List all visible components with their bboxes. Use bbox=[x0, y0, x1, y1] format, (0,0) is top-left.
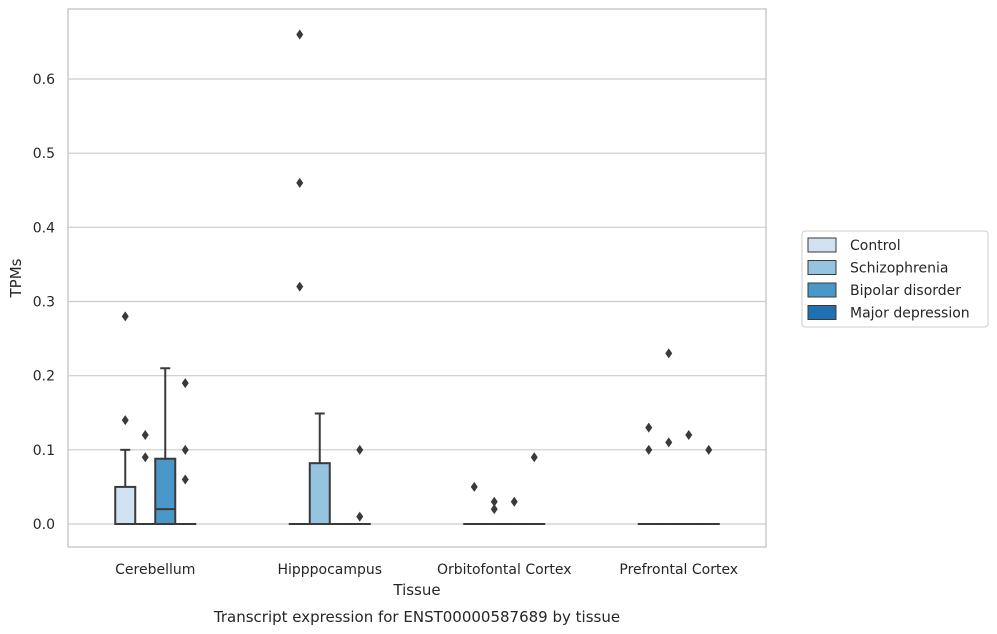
outlier-point bbox=[296, 177, 304, 188]
outlier-point bbox=[141, 452, 149, 463]
x-tick-label: Hipppocampus bbox=[277, 562, 382, 578]
legend: Control Schizophrenia Bipolar disorder Majo… bbox=[801, 230, 989, 328]
legend-label: Schizophrenia bbox=[850, 261, 948, 277]
legend-label: Control bbox=[850, 238, 901, 254]
y-axis-tick-labels: 0.0 0.1 0.2 0.3 0.4 0.5 0.6 bbox=[33, 72, 55, 533]
outlier-point bbox=[296, 29, 304, 40]
outlier-point bbox=[356, 444, 364, 455]
chart-caption: Transcript expression for ENST0000058768… bbox=[213, 608, 620, 626]
box-control bbox=[114, 448, 137, 525]
box-groups bbox=[114, 367, 720, 526]
outlier-point bbox=[665, 437, 673, 448]
box-body bbox=[308, 462, 331, 525]
box-bipolar-disorder bbox=[154, 367, 177, 526]
legend-swatch bbox=[807, 305, 837, 320]
outlier-point bbox=[490, 504, 498, 515]
outlier-point bbox=[685, 430, 693, 440]
outlier-point bbox=[181, 444, 189, 455]
legend-frame bbox=[801, 230, 989, 328]
legend-swatch bbox=[807, 260, 837, 275]
outlier-point bbox=[470, 481, 478, 492]
legend-entries: Control Schizophrenia Bipolar disorder Majo… bbox=[807, 237, 970, 322]
box-body bbox=[154, 457, 177, 526]
outlier-point bbox=[530, 452, 538, 463]
outlier-point bbox=[510, 496, 518, 507]
x-tick-label: Prefrontal Cortex bbox=[619, 562, 738, 578]
outlier-point bbox=[181, 378, 189, 389]
x-axis-title: Tissue bbox=[392, 581, 440, 599]
outlier-point bbox=[121, 415, 129, 426]
box-schizophrenia bbox=[308, 412, 331, 525]
outlier-point bbox=[296, 281, 304, 292]
x-tick-label: Cerebellum bbox=[115, 562, 195, 578]
outlier-point bbox=[181, 474, 189, 485]
outlier-point bbox=[665, 348, 673, 359]
legend-swatch bbox=[807, 282, 837, 298]
outlier-point bbox=[490, 496, 498, 507]
outlier-point bbox=[705, 444, 713, 455]
outlier-point bbox=[121, 311, 129, 322]
x-axis-tick-labels: Cerebellum Hipppocampus Orbitofontal Corte… bbox=[115, 562, 738, 578]
y-tick-label: 0.1 bbox=[33, 443, 55, 459]
y-tick-label: 0.3 bbox=[33, 295, 55, 311]
outlier-point bbox=[356, 511, 364, 522]
y-tick-label: 0.4 bbox=[33, 220, 55, 236]
outlier-points bbox=[121, 29, 713, 522]
legend-label: Bipolar disorder bbox=[850, 283, 961, 299]
y-tick-label: 0.2 bbox=[33, 369, 55, 385]
legend-label: Major depression bbox=[850, 306, 970, 322]
y-tick-label: 0.5 bbox=[33, 146, 55, 162]
plot-background bbox=[68, 9, 766, 547]
y-tick-label: 0.0 bbox=[33, 517, 55, 533]
y-tick-label: 0.6 bbox=[33, 72, 55, 88]
x-tick-label: Orbitofontal Cortex bbox=[437, 562, 572, 578]
outlier-point bbox=[645, 444, 653, 455]
outlier-point bbox=[645, 422, 653, 433]
outlier-point bbox=[141, 430, 149, 440]
plot-frame bbox=[67, 8, 767, 548]
y-axis-title: TPMs bbox=[7, 258, 25, 298]
legend-swatch bbox=[807, 237, 837, 253]
box-body bbox=[114, 485, 137, 525]
